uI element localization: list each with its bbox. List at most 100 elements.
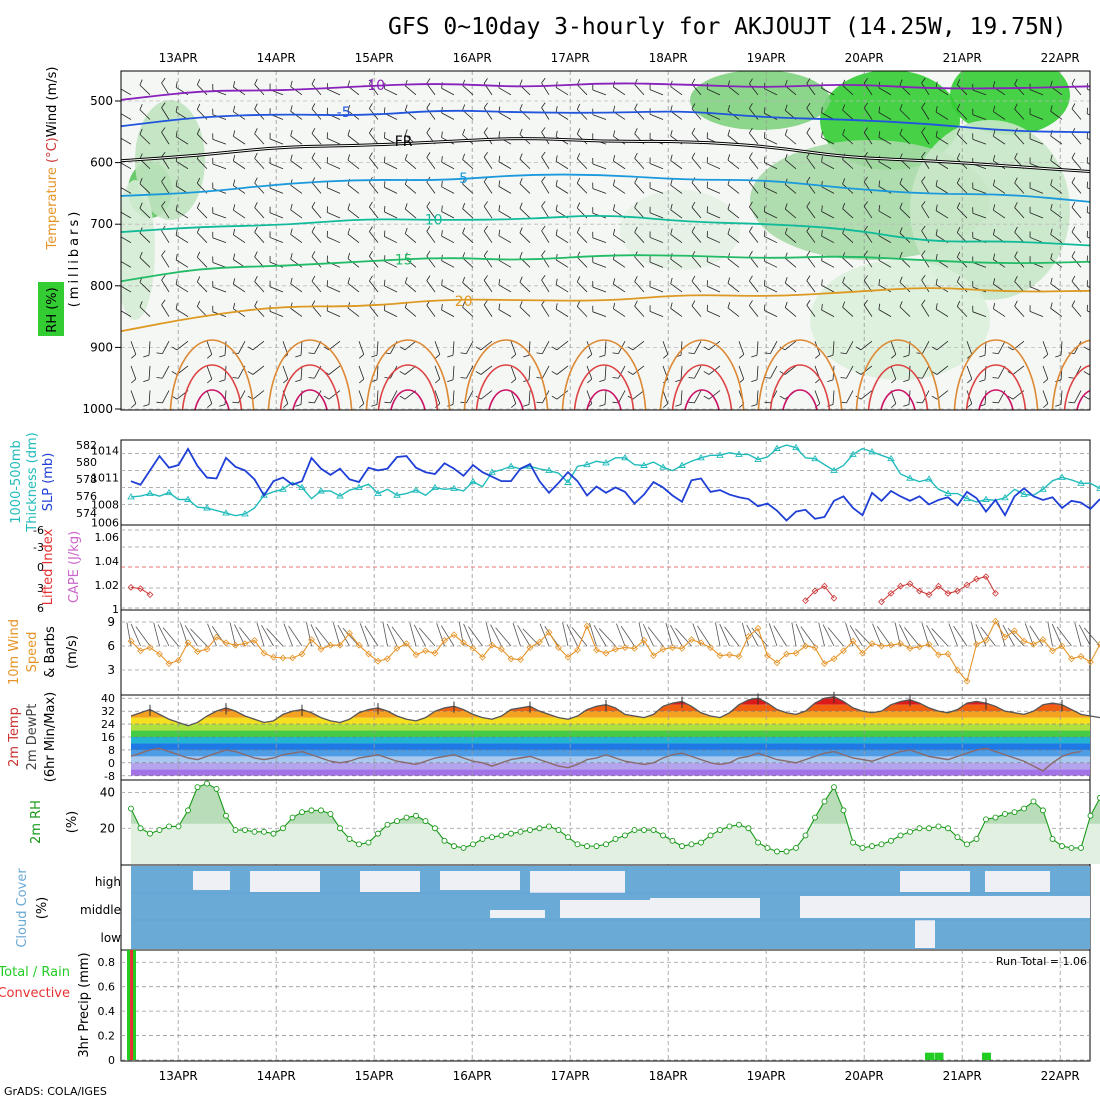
wind-marker	[241, 640, 249, 647]
wind-marker	[602, 649, 610, 657]
wind10m-barb	[207, 623, 217, 647]
wind-barb	[1087, 310, 1090, 313]
wind-barb	[347, 135, 360, 145]
wind-barb	[694, 341, 702, 354]
wind-barb	[358, 390, 365, 404]
rh2m-marker	[223, 812, 229, 819]
wind-barb	[1087, 162, 1090, 165]
y-tick-label: 600	[90, 156, 113, 170]
wind-barb-flag	[993, 130, 996, 137]
wind-barb-flag	[519, 104, 523, 110]
thickness-marker	[450, 484, 458, 491]
wind-barb-flag	[878, 278, 881, 286]
wind-barb	[1088, 397, 1090, 400]
thickness-marker	[355, 483, 363, 491]
wind-barb-flag	[119, 205, 120, 211]
wind-barb-flag	[863, 127, 868, 133]
wind-barb-flag	[806, 275, 811, 281]
wind-barb	[878, 284, 892, 293]
precip-legend-total: Total / Rain	[0, 965, 70, 980]
wind-barb	[613, 259, 626, 268]
wind-barb	[121, 236, 132, 244]
wind-barb-flag	[233, 105, 236, 112]
slp-tick: 1014	[91, 445, 119, 458]
wind-barb-flag	[1068, 377, 1075, 379]
cape-line	[881, 576, 996, 603]
wind-barb-flag	[956, 251, 961, 258]
wind-barb	[691, 83, 702, 96]
rh-tick: 20	[100, 821, 115, 835]
wind-barb	[972, 311, 987, 317]
wind-barb	[462, 85, 474, 96]
wind-barb	[935, 185, 949, 194]
wind-barb-flag	[1014, 251, 1018, 258]
wind-barb-flag	[992, 377, 999, 379]
wind10m-barb	[620, 625, 635, 647]
wind-barb	[632, 390, 645, 400]
wind10m-barb	[184, 625, 198, 647]
wind-barb-flag	[899, 251, 903, 258]
wind-barb	[662, 390, 669, 404]
wind-barb-flag	[749, 127, 753, 134]
wind-marker	[251, 637, 258, 644]
wind10m-barb	[953, 625, 968, 647]
wind-barb	[878, 309, 892, 317]
thickness-marker	[1020, 490, 1028, 497]
wind-barb	[269, 187, 284, 194]
surface-contour	[279, 364, 341, 410]
wind-barb	[972, 212, 987, 219]
wind-barb-flag	[739, 378, 745, 384]
wind-barb	[206, 365, 213, 380]
rh2m-marker	[232, 827, 239, 833]
wind10m-barb	[440, 625, 455, 647]
top-day-label: 17APR	[551, 51, 590, 65]
wind-barb-flag	[1055, 354, 1062, 358]
wind-barb-flag	[627, 346, 634, 351]
wind-barb	[1050, 110, 1063, 120]
wind-barb-flag	[935, 180, 938, 187]
isotherm-label: 20	[455, 294, 473, 310]
wind-barb-flag	[156, 352, 163, 354]
wind-barb	[175, 284, 189, 293]
wind-barb-flag	[806, 250, 811, 257]
wind-barb	[956, 183, 968, 194]
wind-barb	[254, 158, 265, 170]
wind-barb	[586, 390, 593, 404]
wind-barb	[649, 237, 664, 244]
wind-barb	[519, 281, 531, 293]
wind-barb-flag	[1068, 401, 1075, 404]
y-tick-label: 1000	[82, 402, 113, 416]
wind-barb-flag	[441, 230, 443, 237]
wind-barb	[842, 109, 854, 120]
wind-barb-flag	[426, 78, 431, 84]
wind-barb-flag	[196, 79, 201, 85]
thickness-marker	[374, 489, 382, 496]
li-tick: -3	[33, 541, 44, 554]
wind-barb	[1074, 341, 1082, 354]
wind10m-barb	[490, 624, 502, 647]
wind-barb-flag	[161, 201, 166, 207]
wind-barb-flag	[555, 303, 558, 310]
wind-barb-flag	[196, 300, 201, 307]
wind-marker	[669, 644, 676, 651]
top-day-label: 13APR	[159, 51, 198, 65]
thickness-marker	[1039, 485, 1047, 492]
wind-marker	[811, 644, 819, 651]
wind-barb	[405, 282, 417, 293]
wind-barb-flag	[359, 378, 365, 384]
wind-marker	[175, 657, 182, 664]
wind-barb	[311, 231, 322, 243]
wind-marker	[963, 677, 971, 685]
rh-shading	[810, 260, 990, 380]
wind-barb-flag	[899, 79, 903, 86]
wind-barb	[555, 161, 569, 170]
wind-barb	[139, 109, 151, 120]
wind-barb	[878, 112, 892, 120]
wind-marker	[536, 638, 543, 646]
wind-barb	[1014, 281, 1025, 293]
rh2m-marker	[935, 823, 942, 830]
chart-title: GFS 0~10day 3-hourly for AKJOUJT (14.25W…	[388, 14, 1067, 40]
wind-barb-flag	[555, 155, 558, 162]
wind-marker	[688, 636, 695, 643]
wind-barb-flag	[175, 229, 178, 236]
